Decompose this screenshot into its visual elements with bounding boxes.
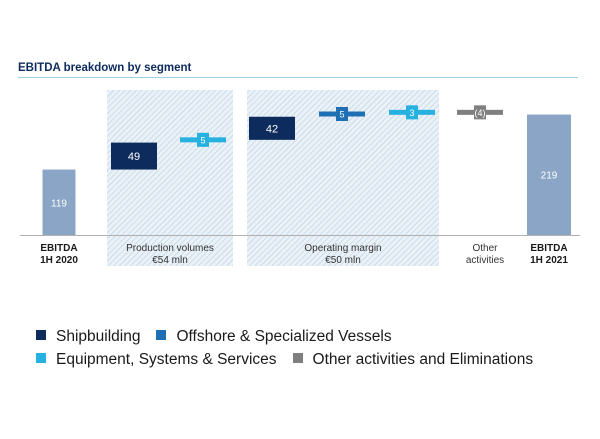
legend-label: Equipment, Systems & Services bbox=[56, 351, 277, 368]
legend-swatch bbox=[36, 353, 46, 363]
category-label: 1H 2021 bbox=[530, 255, 568, 266]
category-label: Production volumes bbox=[126, 243, 214, 254]
legend-row-1: Shipbuilding Offshore & Specialized Vesse… bbox=[36, 328, 408, 346]
label-chip bbox=[406, 105, 418, 120]
category-label: activities bbox=[466, 255, 504, 266]
data-label: 219 bbox=[541, 171, 558, 182]
title-divider bbox=[18, 77, 578, 78]
data-label: 3 bbox=[409, 108, 414, 118]
legend-label: Offshore & Specialized Vessels bbox=[176, 328, 392, 345]
category-label: EBITDA bbox=[530, 243, 567, 254]
legend-swatch bbox=[292, 353, 303, 363]
category-label: Operating margin bbox=[304, 243, 381, 254]
bar-step bbox=[249, 116, 295, 140]
group-band bbox=[107, 90, 233, 266]
data-label: 49 bbox=[128, 151, 140, 163]
legend-row-2: Equipment, Systems & Services Other activ… bbox=[36, 351, 549, 369]
legend-item-shipbuilding: Shipbuilding bbox=[36, 328, 140, 346]
legend-label: Other activities and Eliminations bbox=[312, 351, 534, 368]
data-label: 119 bbox=[51, 198, 67, 209]
category-label: EBITDA bbox=[40, 243, 77, 254]
data-label: 5 bbox=[200, 135, 205, 145]
label-chip bbox=[197, 132, 209, 147]
chart-title: EBITDA breakdown by segment bbox=[18, 62, 192, 74]
legend-swatch bbox=[36, 330, 46, 340]
legend-item-equipment: Equipment, Systems & Services bbox=[36, 351, 277, 369]
data-label: 5 bbox=[339, 110, 344, 120]
legend-label: Shipbuilding bbox=[56, 328, 141, 345]
label-chip bbox=[474, 105, 486, 120]
bar-start-total bbox=[42, 169, 76, 235]
legend-item-other: Other activities and Eliminations bbox=[292, 351, 534, 369]
bar-end-total bbox=[527, 114, 571, 235]
category-label: €54 mln bbox=[152, 255, 188, 266]
legend-swatch bbox=[156, 330, 167, 340]
legend-item-offshore: Offshore & Specialized Vessels bbox=[156, 328, 392, 346]
category-label: €50 mln bbox=[325, 255, 361, 266]
data-label: (4) bbox=[475, 108, 486, 118]
category-label: Other bbox=[472, 243, 498, 254]
category-label: 1H 2020 bbox=[40, 255, 78, 266]
data-label: 42 bbox=[266, 123, 278, 135]
bar-step bbox=[111, 142, 157, 170]
label-chip bbox=[336, 107, 348, 121]
